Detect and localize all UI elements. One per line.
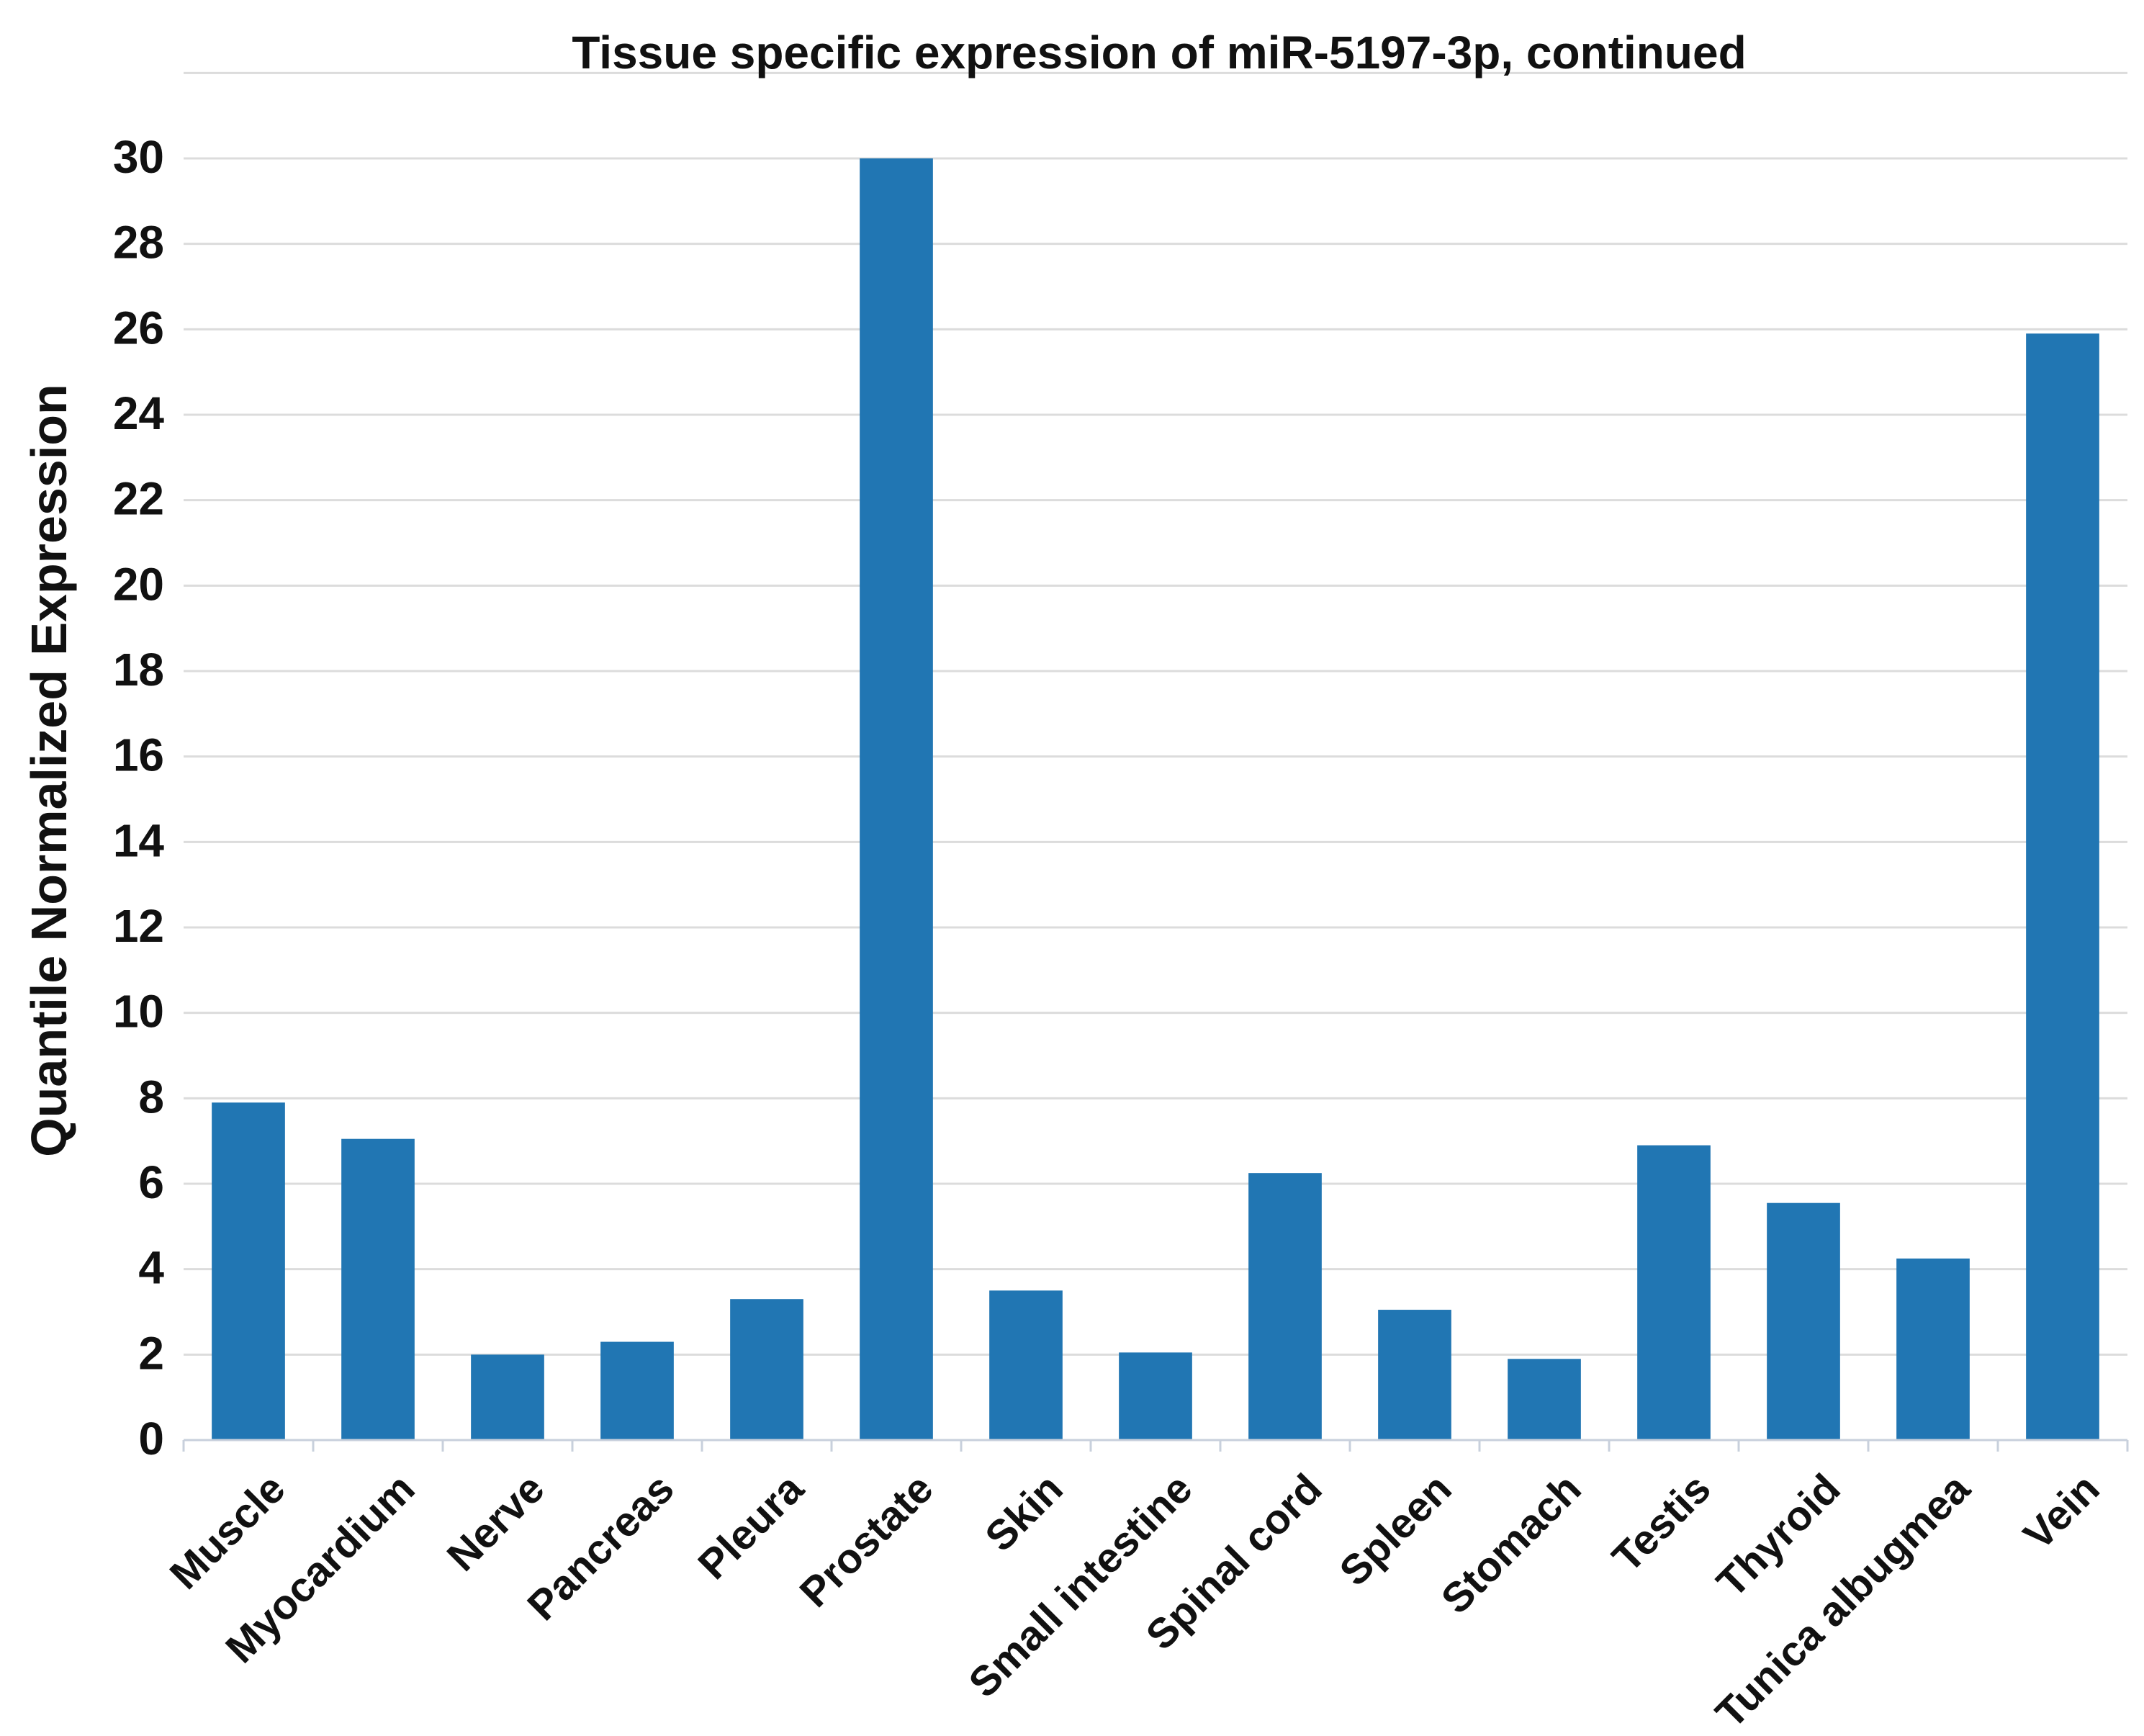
bar-tunica-albugmea [1896, 1258, 1970, 1440]
y-tick-label: 0 [138, 1413, 164, 1465]
x-tick-label: Vein [2014, 1465, 2108, 1559]
y-tick-label: 8 [138, 1071, 164, 1123]
bar-thyroid [1767, 1202, 1840, 1440]
y-tick-label: 20 [113, 558, 164, 610]
axes: 024681012141618202224262830MuscleMyocard… [113, 131, 2129, 1736]
y-tick-label: 30 [113, 131, 164, 183]
bar-nerve [471, 1354, 544, 1440]
bar-pancreas [600, 1341, 674, 1440]
x-tick-label: Spleen [1330, 1465, 1460, 1595]
bar-small-intestine [1119, 1352, 1192, 1440]
bar-spinal-cord [1248, 1173, 1322, 1440]
x-tick-label: Skin [976, 1465, 1072, 1561]
y-tick-label: 10 [113, 986, 164, 1038]
bar-muscle [212, 1102, 285, 1440]
y-tick-label: 2 [138, 1327, 164, 1379]
x-tick-label: Small intestine [960, 1465, 1201, 1706]
x-tick-label: Prostate [791, 1465, 942, 1616]
y-tick-label: 24 [113, 387, 165, 439]
bars [212, 158, 2099, 1441]
y-tick-label: 14 [113, 814, 165, 866]
x-tick-label: Tunica albugmea [1707, 1465, 1979, 1736]
x-tick-label: Nerve [438, 1465, 554, 1580]
y-tick-label: 18 [113, 644, 164, 696]
x-tick-label: Stomach [1432, 1465, 1590, 1623]
x-tick-label: Testis [1603, 1465, 1719, 1581]
bar-pleura [730, 1299, 803, 1440]
chart-title: Tissue specific expression of miR-5197-3… [572, 27, 1746, 78]
gridlines [184, 71, 2127, 1356]
y-tick-label: 28 [113, 217, 164, 269]
y-tick-label: 4 [138, 1242, 164, 1294]
y-tick-label: 22 [113, 473, 164, 525]
y-tick-label: 12 [113, 900, 164, 952]
bar-testis [1637, 1145, 1711, 1440]
bar-spleen [1378, 1310, 1451, 1440]
bar-skin [989, 1290, 1063, 1440]
y-axis-label: Quantile Normalized Expression [21, 384, 77, 1157]
y-tick-label: 16 [113, 729, 164, 781]
y-tick-label: 6 [138, 1156, 164, 1208]
x-tick-label: Pleura [689, 1465, 813, 1588]
bar-vein [2026, 333, 2099, 1441]
bar-stomach [1508, 1359, 1581, 1440]
bar-myocardium [341, 1138, 415, 1440]
bar-prostate [860, 158, 933, 1440]
x-tick-label: Muscle [161, 1465, 294, 1598]
y-tick-label: 26 [113, 302, 164, 354]
